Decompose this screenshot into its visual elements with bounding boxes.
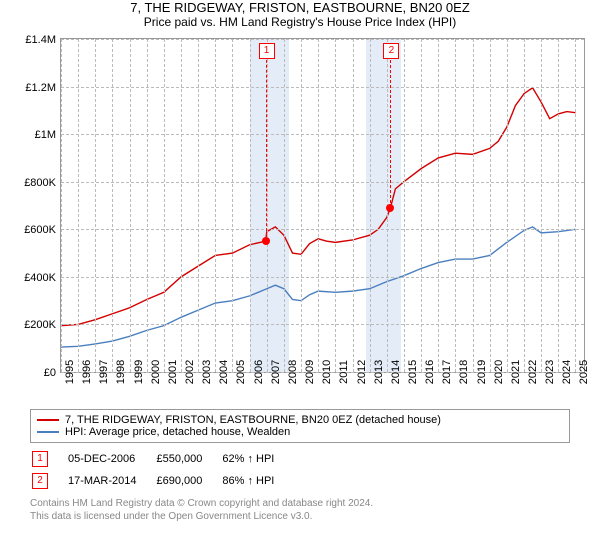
- page-subtitle: Price paid vs. HM Land Registry's House …: [0, 15, 600, 29]
- y-axis-label: £1M: [35, 129, 61, 141]
- sale-price: £690,000: [156, 471, 220, 491]
- x-axis-label: 1999: [131, 360, 145, 384]
- table-row: 2 17-MAR-2014 £690,000 86% ↑ HPI: [32, 471, 292, 491]
- x-axis-label: 2011: [336, 360, 350, 384]
- footer-copyright: Contains HM Land Registry data © Crown c…: [30, 497, 570, 510]
- table-row: 1 05-DEC-2006 £550,000 62% ↑ HPI: [32, 449, 292, 469]
- y-axis-label: £0: [44, 367, 61, 379]
- sale-date: 17-MAR-2014: [68, 471, 154, 491]
- x-axis-label: 2008: [285, 360, 299, 384]
- x-axis-label: 2005: [233, 360, 247, 384]
- legend-label-property: 7, THE RIDGEWAY, FRISTON, EASTBOURNE, BN…: [65, 414, 441, 426]
- x-axis-label: 2018: [456, 360, 470, 384]
- x-axis-label: 2025: [576, 360, 590, 384]
- sale-marker-2: 2: [32, 473, 48, 489]
- sale-marker-1: 1: [32, 451, 48, 467]
- x-axis-label: 1997: [96, 360, 110, 384]
- x-axis-label: 2013: [371, 360, 385, 384]
- x-axis-label: 2014: [388, 360, 402, 384]
- footer: Contains HM Land Registry data © Crown c…: [30, 497, 570, 523]
- x-axis-label: 2007: [268, 360, 282, 384]
- x-axis-label: 2016: [422, 360, 436, 384]
- x-axis-label: 2024: [559, 360, 573, 384]
- footer-licence: This data is licensed under the Open Gov…: [30, 510, 570, 523]
- chart-marker: 2: [383, 43, 399, 59]
- plot-area: £0£200K£400K£600K£800K£1M£1.2M£1.4M19951…: [60, 38, 585, 373]
- y-axis-label: £200K: [24, 319, 61, 331]
- y-axis-label: £600K: [24, 224, 61, 236]
- legend-row-hpi: HPI: Average price, detached house, Weal…: [37, 426, 563, 438]
- x-axis-label: 2010: [319, 360, 333, 384]
- x-axis-label: 2022: [525, 360, 539, 384]
- x-axis-label: 2019: [474, 360, 488, 384]
- x-axis-label: 2020: [491, 360, 505, 384]
- x-axis-label: 2002: [182, 360, 196, 384]
- x-axis-label: 2004: [216, 360, 230, 384]
- x-axis-label: 1998: [113, 360, 127, 384]
- legend-label-hpi: HPI: Average price, detached house, Weal…: [65, 426, 290, 438]
- sale-vs-hpi: 86% ↑ HPI: [222, 471, 292, 491]
- x-axis-label: 1996: [79, 360, 93, 384]
- x-axis-label: 2003: [199, 360, 213, 384]
- legend-swatch-property: [37, 419, 59, 421]
- x-axis-label: 2001: [165, 360, 179, 384]
- price-chart: £0£200K£400K£600K£800K£1M£1.2M£1.4M19951…: [20, 33, 590, 403]
- y-axis-label: £1.4M: [25, 34, 61, 46]
- y-axis-label: £1.2M: [25, 82, 61, 94]
- y-axis-label: £800K: [24, 177, 61, 189]
- x-axis-label: 2015: [405, 360, 419, 384]
- sale-date: 05-DEC-2006: [68, 449, 154, 469]
- sale-price: £550,000: [156, 449, 220, 469]
- legend-row-property: 7, THE RIDGEWAY, FRISTON, EASTBOURNE, BN…: [37, 414, 563, 426]
- legend-swatch-hpi: [37, 431, 59, 433]
- x-axis-label: 2012: [354, 360, 368, 384]
- x-axis-label: 1995: [62, 360, 76, 384]
- x-axis-label: 2021: [508, 360, 522, 384]
- x-axis-label: 2023: [542, 360, 556, 384]
- sales-table: 1 05-DEC-2006 £550,000 62% ↑ HPI 2 17-MA…: [30, 447, 294, 493]
- x-axis-label: 2006: [251, 360, 265, 384]
- x-axis-label: 2009: [302, 360, 316, 384]
- chart-lines: [61, 39, 584, 372]
- x-axis-label: 2017: [439, 360, 453, 384]
- page-title: 7, THE RIDGEWAY, FRISTON, EASTBOURNE, BN…: [0, 0, 600, 15]
- y-axis-label: £400K: [24, 272, 61, 284]
- legend: 7, THE RIDGEWAY, FRISTON, EASTBOURNE, BN…: [30, 409, 570, 443]
- chart-marker: 1: [259, 43, 275, 59]
- sale-vs-hpi: 62% ↑ HPI: [222, 449, 292, 469]
- x-axis-label: 2000: [148, 360, 162, 384]
